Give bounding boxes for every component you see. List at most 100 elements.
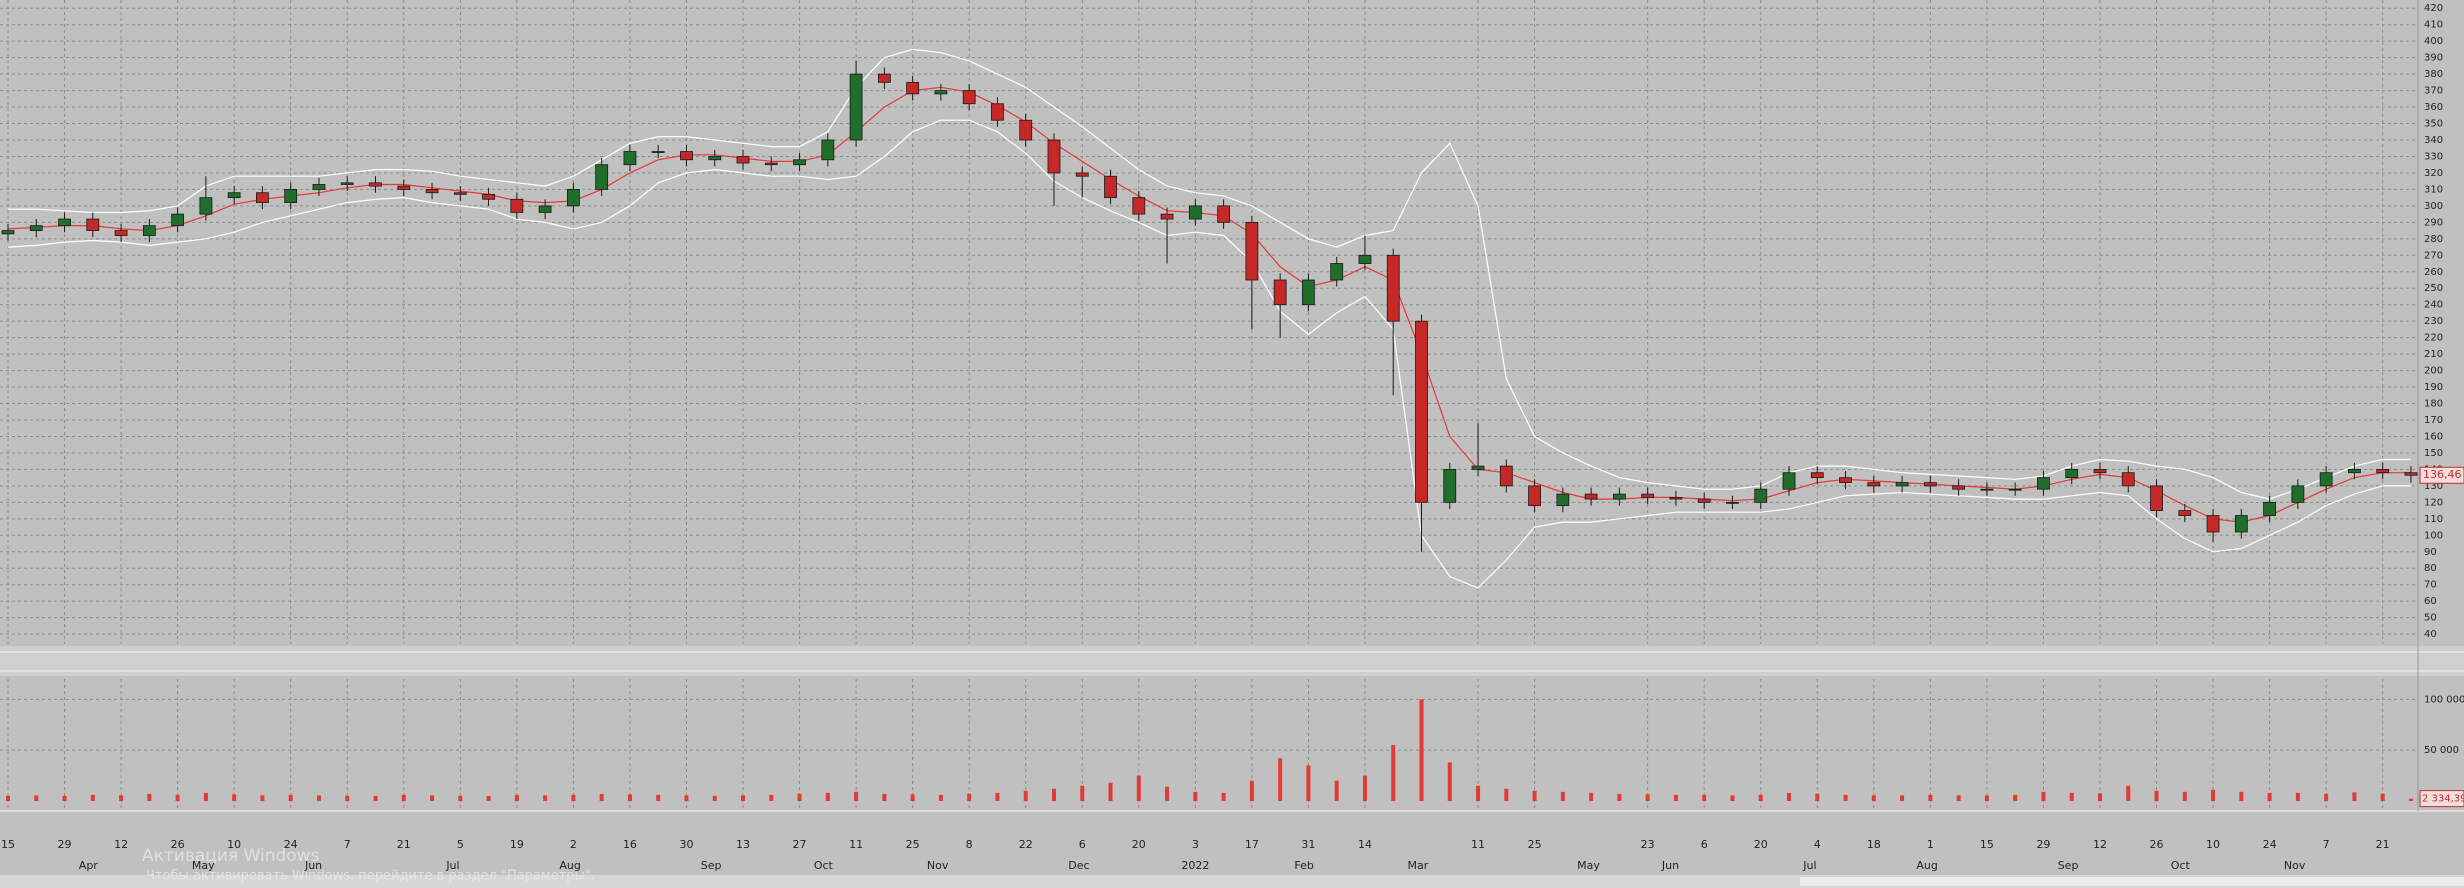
candle-body (1839, 477, 1852, 483)
candle-body (1330, 263, 1344, 281)
x-tick-label: 4 (1814, 838, 1821, 851)
volume-bar (203, 792, 208, 801)
y-tick-label: 360 (2424, 102, 2443, 113)
candle-body (1188, 205, 1202, 220)
candle-body (2404, 472, 2418, 476)
volume-bar (373, 795, 378, 801)
x-tick-label: 18 (1867, 838, 1881, 851)
y-tick-label: 50 (2424, 613, 2437, 624)
x-tick-label: 22 (1019, 838, 1033, 851)
x-tick-label: 3 (1192, 838, 1199, 851)
candle-body (1471, 465, 1485, 470)
x-tick-label: 23 (1641, 838, 1655, 851)
volume-bar (1391, 745, 1396, 801)
y-tick-label: 50 000 (2424, 745, 2459, 756)
volume-bar (1956, 795, 1961, 801)
volume-bar (175, 794, 180, 801)
volume-bar (2380, 793, 2385, 801)
candle-body (142, 225, 156, 236)
candle-body (2093, 469, 2107, 474)
candle-body (1415, 320, 1428, 503)
scrollbar-thumb[interactable] (1800, 877, 2464, 886)
volume-bar (938, 794, 943, 801)
candle-body (1895, 482, 1909, 487)
y-tick-label: 190 (2424, 382, 2443, 393)
y-tick-label: 70 (2424, 580, 2437, 591)
candle-body (1132, 197, 1146, 215)
last-price-label: 136,46 (2423, 468, 2462, 481)
candle-body (623, 151, 637, 166)
x-tick-label: 10 (227, 838, 241, 851)
volume-bar (769, 794, 774, 801)
volume-bar (2408, 798, 2413, 801)
x-tick-label: 13 (736, 838, 750, 851)
candle-body (1867, 482, 1881, 487)
candle-body (1499, 465, 1513, 487)
candle-body (595, 164, 609, 190)
volume-bar (6, 795, 10, 801)
month-label: Aug (559, 859, 580, 872)
candle-body (2291, 485, 2305, 503)
candle-body (1669, 497, 1683, 500)
volume-bar (1278, 758, 1283, 801)
candle-body (2376, 469, 2390, 474)
x-tick-label: 5 (457, 838, 464, 851)
candle-body (2206, 515, 2220, 533)
month-label: Oct (2171, 859, 2191, 872)
candle-body (29, 225, 43, 231)
candle-body (2150, 485, 2163, 511)
candle-body (1217, 205, 1231, 223)
volume-bar (1447, 762, 1452, 801)
candle-body (453, 192, 467, 195)
y-tick-label: 350 (2424, 119, 2443, 130)
candle-body (538, 205, 552, 213)
x-tick-label: 15 (1, 838, 15, 851)
volume-bar (2041, 791, 2046, 801)
volume-bar (401, 794, 406, 801)
month-label: Apr (79, 859, 99, 872)
y-tick-label: 380 (2424, 69, 2443, 80)
x-tick-label: 17 (1245, 838, 1259, 851)
candle-body (2121, 472, 2135, 487)
watermark-text: Чтобы активировать Windows, перейдите в … (146, 869, 595, 884)
x-tick-label: 6 (1079, 838, 1086, 851)
y-tick-label: 340 (2424, 135, 2443, 146)
month-label: Mar (1408, 859, 1429, 872)
month-label: Aug (1916, 859, 1937, 872)
volume-bar (712, 795, 717, 801)
volume-bar (825, 792, 830, 801)
candle-body (1923, 482, 1937, 487)
x-tick-label: 6 (1701, 838, 1708, 851)
volume-bar (882, 793, 887, 801)
month-label: Nov (2284, 859, 2306, 872)
month-label: Feb (1294, 859, 1313, 872)
candle-body (1273, 279, 1287, 306)
volume-bar (1984, 795, 1989, 801)
month-label: Oct (814, 859, 834, 872)
candle-body (482, 193, 495, 200)
y-tick-label: 180 (2424, 399, 2443, 410)
volume-bar (1249, 780, 1254, 801)
volume-bar (2154, 790, 2159, 801)
candle-body (284, 189, 298, 203)
x-tick-label: 11 (849, 838, 863, 851)
volume-bar (967, 793, 972, 801)
volume-bar (910, 794, 915, 801)
volume-bar (995, 792, 1000, 801)
watermark-title: Активация Windows (142, 846, 320, 866)
volume-bar (119, 795, 124, 801)
candle-body (1528, 485, 1541, 507)
volume-bar (1673, 794, 1678, 801)
y-tick-label: 160 (2424, 431, 2443, 442)
candle-body (1980, 488, 1994, 491)
y-tick-label: 100 (2424, 530, 2443, 541)
y-tick-label: 230 (2424, 316, 2443, 327)
bollinger-lower (7, 119, 2411, 589)
candle-body (397, 185, 411, 190)
volume-bar (1504, 788, 1509, 801)
volume-bar (260, 795, 265, 801)
candle-body (906, 81, 920, 95)
x-tick-label: 31 (1301, 838, 1315, 851)
volume-bar (1617, 793, 1622, 801)
x-tick-label: 19 (510, 838, 524, 851)
